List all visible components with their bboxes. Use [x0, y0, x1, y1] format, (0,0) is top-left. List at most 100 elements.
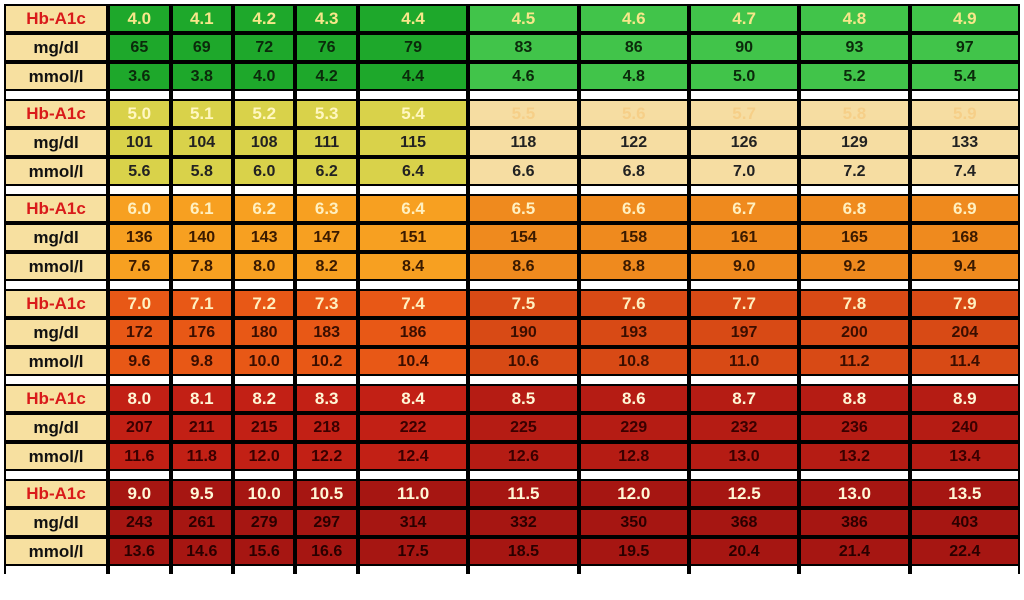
cell-mgdl: 133 [910, 128, 1020, 157]
cell-mgdl: 236 [799, 413, 909, 442]
cell-mmoll: 16.6 [295, 537, 357, 566]
cell-hba1c: 7.7 [689, 289, 799, 318]
cell-mmoll: 5.4 [910, 62, 1020, 91]
row-label: Hb-A1c [4, 194, 108, 223]
cell-mgdl: 403 [910, 508, 1020, 537]
cell-mmoll: 14.6 [171, 537, 233, 566]
cell-mgdl: 168 [910, 223, 1020, 252]
row-hba1c: Hb-A1c6.06.16.26.36.46.56.66.76.86.9 [4, 194, 1020, 223]
cell-mgdl: 97 [910, 33, 1020, 62]
cell-mgdl: 151 [358, 223, 468, 252]
cell-mgdl: 161 [689, 223, 799, 252]
row-label: Hb-A1c [4, 479, 108, 508]
cell-mgdl: 211 [171, 413, 233, 442]
cell-mmoll: 8.4 [358, 252, 468, 281]
cell-mmoll: 3.6 [108, 62, 170, 91]
row-label: mg/dl [4, 223, 108, 252]
cell-mgdl: 147 [295, 223, 357, 252]
cell-mgdl: 222 [358, 413, 468, 442]
spacer-row [4, 186, 1020, 194]
cell-mmoll: 9.6 [108, 347, 170, 376]
cell-mgdl: 314 [358, 508, 468, 537]
cell-mmoll: 4.0 [233, 62, 295, 91]
cell-hba1c: 10.0 [233, 479, 295, 508]
row-label: mg/dl [4, 508, 108, 537]
cell-hba1c: 7.5 [468, 289, 578, 318]
row-label: Hb-A1c [4, 4, 108, 33]
cell-hba1c: 7.1 [171, 289, 233, 318]
cell-hba1c: 8.1 [171, 384, 233, 413]
row-mgdl: mg/dl65697276798386909397 [4, 33, 1020, 62]
cell-mgdl: 69 [171, 33, 233, 62]
cell-hba1c: 5.4 [358, 99, 468, 128]
spacer-row [4, 91, 1020, 99]
row-hba1c: Hb-A1c7.07.17.27.37.47.57.67.77.87.9 [4, 289, 1020, 318]
cell-hba1c: 8.3 [295, 384, 357, 413]
cell-mgdl: 279 [233, 508, 295, 537]
row-label: Hb-A1c [4, 99, 108, 128]
cell-hba1c: 4.8 [799, 4, 909, 33]
cell-hba1c: 7.3 [295, 289, 357, 318]
cell-hba1c: 6.3 [295, 194, 357, 223]
cell-hba1c: 5.8 [799, 99, 909, 128]
cell-mmoll: 15.6 [233, 537, 295, 566]
cell-hba1c: 8.6 [579, 384, 689, 413]
row-hba1c: Hb-A1c5.05.15.25.35.45.55.65.75.85.9 [4, 99, 1020, 128]
cell-hba1c: 6.0 [108, 194, 170, 223]
cell-hba1c: 10.5 [295, 479, 357, 508]
cell-mmoll: 9.8 [171, 347, 233, 376]
cell-hba1c: 6.6 [579, 194, 689, 223]
spacer-row [4, 471, 1020, 479]
cell-mmoll: 7.4 [910, 157, 1020, 186]
row-mmoll: mmol/l7.67.88.08.28.48.68.89.09.29.4 [4, 252, 1020, 281]
cell-mmoll: 11.6 [108, 442, 170, 471]
cell-hba1c: 7.9 [910, 289, 1020, 318]
cell-mgdl: 140 [171, 223, 233, 252]
cell-mgdl: 72 [233, 33, 295, 62]
cell-mgdl: 143 [233, 223, 295, 252]
cell-mmoll: 12.2 [295, 442, 357, 471]
row-mmoll: mmol/l13.614.615.616.617.518.519.520.421… [4, 537, 1020, 566]
row-label: mmol/l [4, 347, 108, 376]
row-label: mg/dl [4, 318, 108, 347]
row-mmoll: mmol/l9.69.810.010.210.410.610.811.011.2… [4, 347, 1020, 376]
spacer-row [4, 376, 1020, 384]
cell-hba1c: 7.0 [108, 289, 170, 318]
cell-mgdl: 180 [233, 318, 295, 347]
cell-hba1c: 6.7 [689, 194, 799, 223]
cell-hba1c: 4.5 [468, 4, 578, 33]
cell-mmoll: 21.4 [799, 537, 909, 566]
cell-mgdl: 200 [799, 318, 909, 347]
cell-hba1c: 5.0 [108, 99, 170, 128]
cell-mmoll: 5.6 [108, 157, 170, 186]
cell-hba1c: 5.5 [468, 99, 578, 128]
cell-hba1c: 5.1 [171, 99, 233, 128]
row-label: mmol/l [4, 442, 108, 471]
cell-mmoll: 10.0 [233, 347, 295, 376]
cell-mmoll: 10.8 [579, 347, 689, 376]
cell-mmoll: 11.2 [799, 347, 909, 376]
cell-mmoll: 5.2 [799, 62, 909, 91]
cell-mmoll: 17.5 [358, 537, 468, 566]
cell-mmoll: 6.4 [358, 157, 468, 186]
cell-mgdl: 108 [233, 128, 295, 157]
cell-mgdl: 240 [910, 413, 1020, 442]
cell-hba1c: 4.3 [295, 4, 357, 33]
cell-mgdl: 243 [108, 508, 170, 537]
cell-mgdl: 193 [579, 318, 689, 347]
cell-hba1c: 6.9 [910, 194, 1020, 223]
cell-mgdl: 76 [295, 33, 357, 62]
cell-mgdl: 386 [799, 508, 909, 537]
row-label: mg/dl [4, 128, 108, 157]
row-label: mmol/l [4, 62, 108, 91]
row-mgdl: mg/dl101104108111115118122126129133 [4, 128, 1020, 157]
cell-mgdl: 154 [468, 223, 578, 252]
row-mgdl: mg/dl136140143147151154158161165168 [4, 223, 1020, 252]
cell-mmoll: 10.6 [468, 347, 578, 376]
cell-hba1c: 8.0 [108, 384, 170, 413]
cell-mmoll: 18.5 [468, 537, 578, 566]
cell-mgdl: 104 [171, 128, 233, 157]
cell-mgdl: 129 [799, 128, 909, 157]
row-hba1c: Hb-A1c8.08.18.28.38.48.58.68.78.88.9 [4, 384, 1020, 413]
cell-mmoll: 11.0 [689, 347, 799, 376]
